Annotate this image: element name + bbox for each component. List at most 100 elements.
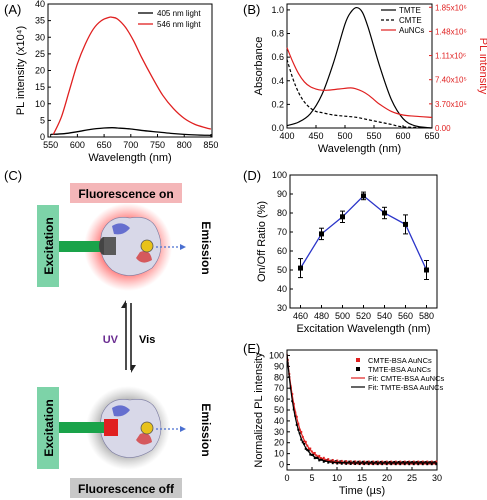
chart-b-legend-label: TMTE <box>399 6 421 15</box>
chart-a-x-axis-label: Wavelength (nm) <box>88 152 171 164</box>
chart-e-data-point <box>430 463 433 466</box>
chart-e-data-point <box>370 460 373 463</box>
chart-e-x-tick-label: 5 <box>309 473 314 483</box>
chart-b-x-tick-label: 550 <box>366 131 381 141</box>
chart-e-data-point <box>352 462 355 465</box>
chart-e-data-point <box>411 461 414 464</box>
chart-e-data-point <box>327 461 330 464</box>
chart-d-data-point <box>382 210 387 216</box>
excitation-beam-bottom <box>59 422 104 433</box>
chart-e-data-point <box>363 463 366 466</box>
emission-label-bottom: Emission <box>199 403 213 456</box>
chart-e-data-point <box>366 462 369 465</box>
chart-e-data-point <box>384 462 387 465</box>
chart-a-x-tick-label: 600 <box>70 140 85 150</box>
gold-cluster-top <box>140 239 154 253</box>
chart-e-data-point <box>411 462 414 465</box>
chart-b-y2-tick-label: 1.85x10⁶ <box>435 3 467 12</box>
chart-e-data-point <box>309 453 312 456</box>
chart-e-data-point <box>429 461 432 464</box>
cylinder-body-top <box>104 237 116 255</box>
chart-e-y-tick-label: 0 <box>279 460 284 470</box>
chart-e-data-point <box>393 462 396 465</box>
chart-e-data-point <box>424 461 427 464</box>
chart-e-data-point <box>426 463 429 466</box>
chart-d-y-tick-label: 50 <box>277 265 287 275</box>
chart-e-data-point <box>423 462 426 465</box>
chart-e-data-point <box>336 459 339 462</box>
chart-e-legend-marker <box>356 358 360 362</box>
chart-e-data-point <box>348 460 351 463</box>
chart-e-data-point <box>357 460 360 463</box>
chart-e-data-point <box>420 462 423 465</box>
chart-e-data-point <box>322 460 325 463</box>
chart-b-y2-tick-label: 1.11x10⁶ <box>435 52 466 61</box>
chart-e-y-tick-label: 50 <box>274 405 284 415</box>
chart-b: 400 450 500 550 600 650 0.0 0.2 0.4 0.6 0.8 1.0 Wave… <box>253 3 487 155</box>
chart-e-data-point <box>375 460 378 463</box>
chart-e-data-point <box>376 463 379 466</box>
chart-e-data-point <box>345 462 348 465</box>
chart-e-data-point <box>381 460 384 463</box>
chart-e-data-point <box>375 462 378 465</box>
chart-e-data-point <box>394 460 397 463</box>
chart-e-data-point <box>372 463 375 466</box>
chart-d-y-tick-label: 100 <box>272 170 287 180</box>
chart-d-data-point <box>403 221 408 227</box>
chart-e-data-point <box>343 460 346 463</box>
chart-a-y-tick-label: 10 <box>35 99 45 109</box>
fluorescence-on-banner <box>70 183 182 203</box>
chart-e-data-point <box>397 460 400 463</box>
chart-e-data-point <box>381 463 384 466</box>
chart-e-data-point <box>313 451 316 454</box>
chart-e-data-point <box>348 462 351 465</box>
chart-e-x-tick-label: 30 <box>432 473 442 483</box>
chart-e-data-point <box>384 460 387 463</box>
chart-e-data-point <box>433 462 436 465</box>
protein-patch-blue-top <box>112 223 130 235</box>
chart-b-y2-axis-label: PL intensity <box>477 38 487 95</box>
chart-d-x-axis-label: Excitation Wavelength (nm) <box>296 323 430 335</box>
chart-d-x-tick-label: 580 <box>419 311 434 321</box>
emission-label-top: Emission <box>199 221 213 274</box>
excitation-box-top <box>37 205 59 287</box>
chart-d-x-tick-label: 480 <box>314 311 329 321</box>
chart-a-series-line-405nm <box>50 127 211 136</box>
chart-e-data-point <box>418 462 421 465</box>
chart-e-data-point <box>393 460 396 463</box>
chart-b-x-tick-label: 650 <box>424 131 439 141</box>
fluorescence-off-banner <box>70 478 182 498</box>
chart-a-x-tick-label: 650 <box>97 140 112 150</box>
chart-e-data-point <box>403 463 406 466</box>
chart-b-y-tick-label: 1.0 <box>271 5 284 15</box>
chart-e-data-point <box>408 460 411 463</box>
chart-e-data-point <box>406 461 409 464</box>
chart-b-x-tick-label: 400 <box>279 131 294 141</box>
chart-d-y-axis-label: On/Off Ratio (%) <box>256 201 268 282</box>
chart-a-y-tick-label: 5 <box>40 115 45 125</box>
chart-e-data-point <box>376 460 379 463</box>
chart-e-data-point <box>399 460 402 463</box>
chart-a-y-tick-label: 35 <box>35 16 45 26</box>
chart-e-data-point <box>358 460 361 463</box>
chart-e-legend-label: CMTE-BSA AuNCs <box>368 356 432 365</box>
chart-d-data-point <box>361 193 366 199</box>
chart-e-data-point <box>421 460 424 463</box>
emission-arrowhead-top <box>180 244 186 250</box>
chart-b-x-tick-label: 600 <box>395 131 410 141</box>
uv-label: UV <box>103 334 119 346</box>
chart-e-data-point <box>397 462 400 465</box>
chart-e-data-point <box>313 457 316 460</box>
chart-d-data-point <box>424 267 429 273</box>
chart-d-y-tick-label: 60 <box>277 246 287 256</box>
chart-e-legend-label: Fit: CMTE-BSA AuNCs <box>368 374 445 383</box>
chart-d-x-tick-label: 520 <box>356 311 371 321</box>
vis-label: Vis <box>139 334 155 346</box>
panel-label-c: (C) <box>4 168 22 183</box>
chart-e-y-axis-label: Normalized PL intensity <box>253 352 265 468</box>
fluorescence-off-label: Fluorescence off <box>78 482 175 496</box>
panel-label-a: (A) <box>4 2 21 17</box>
chart-e-data-point <box>435 460 438 463</box>
chart-e-data-point <box>357 462 360 465</box>
